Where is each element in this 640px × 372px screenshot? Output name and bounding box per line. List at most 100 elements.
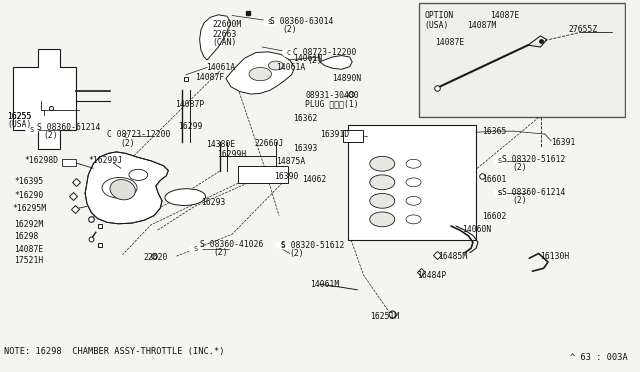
Text: 16362: 16362 xyxy=(293,114,318,123)
Polygon shape xyxy=(200,15,231,60)
Circle shape xyxy=(189,245,202,253)
Text: 16601: 16601 xyxy=(483,175,507,184)
Text: 16365: 16365 xyxy=(483,126,507,136)
Text: NOTE: 16298  CHAMBER ASSY-THROTTLE (INC.*): NOTE: 16298 CHAMBER ASSY-THROTTLE (INC.*… xyxy=(4,347,225,356)
Text: S 08360-61214: S 08360-61214 xyxy=(37,123,100,132)
Text: S 08360-63014: S 08360-63014 xyxy=(269,17,333,26)
Text: 16255: 16255 xyxy=(7,112,31,121)
Text: S: S xyxy=(498,158,502,164)
Text: (2): (2) xyxy=(513,163,527,172)
Text: 16390: 16390 xyxy=(274,172,298,181)
Text: 16602: 16602 xyxy=(483,212,507,221)
Text: S 08360-41026: S 08360-41026 xyxy=(200,240,263,249)
Text: 14087E: 14087E xyxy=(15,244,44,253)
Text: *16395: *16395 xyxy=(15,177,44,186)
Text: S 08360-61214: S 08360-61214 xyxy=(502,188,566,197)
Circle shape xyxy=(406,159,421,168)
Circle shape xyxy=(406,196,421,205)
Text: (2): (2) xyxy=(213,248,228,257)
Text: 14062: 14062 xyxy=(302,175,326,184)
Text: 14060N: 14060N xyxy=(462,225,492,234)
Text: 16391D: 16391D xyxy=(320,130,349,140)
Text: 14380E: 14380E xyxy=(206,140,235,149)
Text: C 08723-12200: C 08723-12200 xyxy=(107,130,170,140)
Text: *16299J: *16299J xyxy=(88,156,122,165)
Ellipse shape xyxy=(165,189,205,205)
Text: 16292M: 16292M xyxy=(15,221,44,230)
Bar xyxy=(238,166,289,183)
Text: 22663: 22663 xyxy=(212,30,237,39)
Text: 14087F: 14087F xyxy=(195,73,224,82)
Text: 22660J: 22660J xyxy=(255,139,284,148)
Bar xyxy=(419,3,625,118)
Text: 14087E: 14087E xyxy=(490,11,520,20)
Text: S: S xyxy=(498,190,502,196)
Text: 16299H: 16299H xyxy=(217,150,246,159)
Text: 16484P: 16484P xyxy=(417,271,446,280)
Circle shape xyxy=(249,67,271,81)
Text: 08931-30400: 08931-30400 xyxy=(305,91,359,100)
Text: 16391: 16391 xyxy=(551,138,575,147)
Text: *16290: *16290 xyxy=(15,191,44,200)
Text: C: C xyxy=(124,133,128,139)
Circle shape xyxy=(268,61,284,70)
Text: *16295M: *16295M xyxy=(12,205,46,214)
Circle shape xyxy=(370,156,395,171)
Circle shape xyxy=(120,132,132,140)
Text: (2): (2) xyxy=(44,131,58,140)
Text: 22620: 22620 xyxy=(143,253,168,262)
Circle shape xyxy=(276,241,289,249)
Text: S: S xyxy=(280,242,284,248)
Text: 14061M: 14061M xyxy=(310,280,340,289)
Text: S 08320-51612: S 08320-51612 xyxy=(502,155,566,164)
Circle shape xyxy=(264,19,276,26)
Text: S: S xyxy=(30,127,34,134)
Text: (2): (2) xyxy=(307,56,322,65)
Text: C 08723-12200: C 08723-12200 xyxy=(293,48,357,57)
Text: 14087M: 14087M xyxy=(467,21,497,30)
Ellipse shape xyxy=(110,180,135,200)
Circle shape xyxy=(493,190,506,197)
Text: 14087E: 14087E xyxy=(435,38,464,47)
Circle shape xyxy=(406,178,421,187)
Text: 27655Z: 27655Z xyxy=(569,25,598,34)
Text: 14061A: 14061A xyxy=(276,63,305,72)
Text: 14061A: 14061A xyxy=(206,63,235,72)
Text: 17521H: 17521H xyxy=(15,256,44,264)
Bar xyxy=(62,159,76,166)
Text: (2): (2) xyxy=(282,25,297,34)
Text: (USA): (USA) xyxy=(425,21,449,30)
Text: (2): (2) xyxy=(290,249,304,258)
Text: 14875A: 14875A xyxy=(276,157,305,166)
Polygon shape xyxy=(320,55,352,69)
Text: 16293: 16293 xyxy=(201,198,225,207)
Text: S: S xyxy=(268,19,272,25)
Bar xyxy=(348,125,476,240)
Circle shape xyxy=(282,49,294,57)
Text: PLUG プラグ(1): PLUG プラグ(1) xyxy=(305,99,359,108)
Text: S 08320-51612: S 08320-51612 xyxy=(281,241,344,250)
Text: 16393: 16393 xyxy=(293,144,318,153)
Circle shape xyxy=(26,127,38,134)
Circle shape xyxy=(102,177,137,198)
Text: S: S xyxy=(498,190,502,196)
Polygon shape xyxy=(226,52,294,94)
Text: (USA): (USA) xyxy=(7,120,31,129)
Text: C: C xyxy=(286,50,291,56)
Text: (2): (2) xyxy=(513,196,527,205)
Text: 22660M: 22660M xyxy=(212,20,241,29)
Circle shape xyxy=(493,157,506,164)
Text: 16485M: 16485M xyxy=(438,252,468,261)
Text: (CAN): (CAN) xyxy=(212,38,237,48)
Text: 16298: 16298 xyxy=(15,232,39,241)
Text: 16130H: 16130H xyxy=(540,252,569,261)
Text: 16251M: 16251M xyxy=(370,312,399,321)
Text: (2): (2) xyxy=(121,138,136,148)
Text: 16255: 16255 xyxy=(7,112,31,121)
Circle shape xyxy=(370,175,395,190)
Polygon shape xyxy=(13,49,76,149)
Text: *16298D: *16298D xyxy=(24,156,59,165)
Circle shape xyxy=(493,190,506,197)
Circle shape xyxy=(370,193,395,208)
Text: S: S xyxy=(194,246,198,252)
